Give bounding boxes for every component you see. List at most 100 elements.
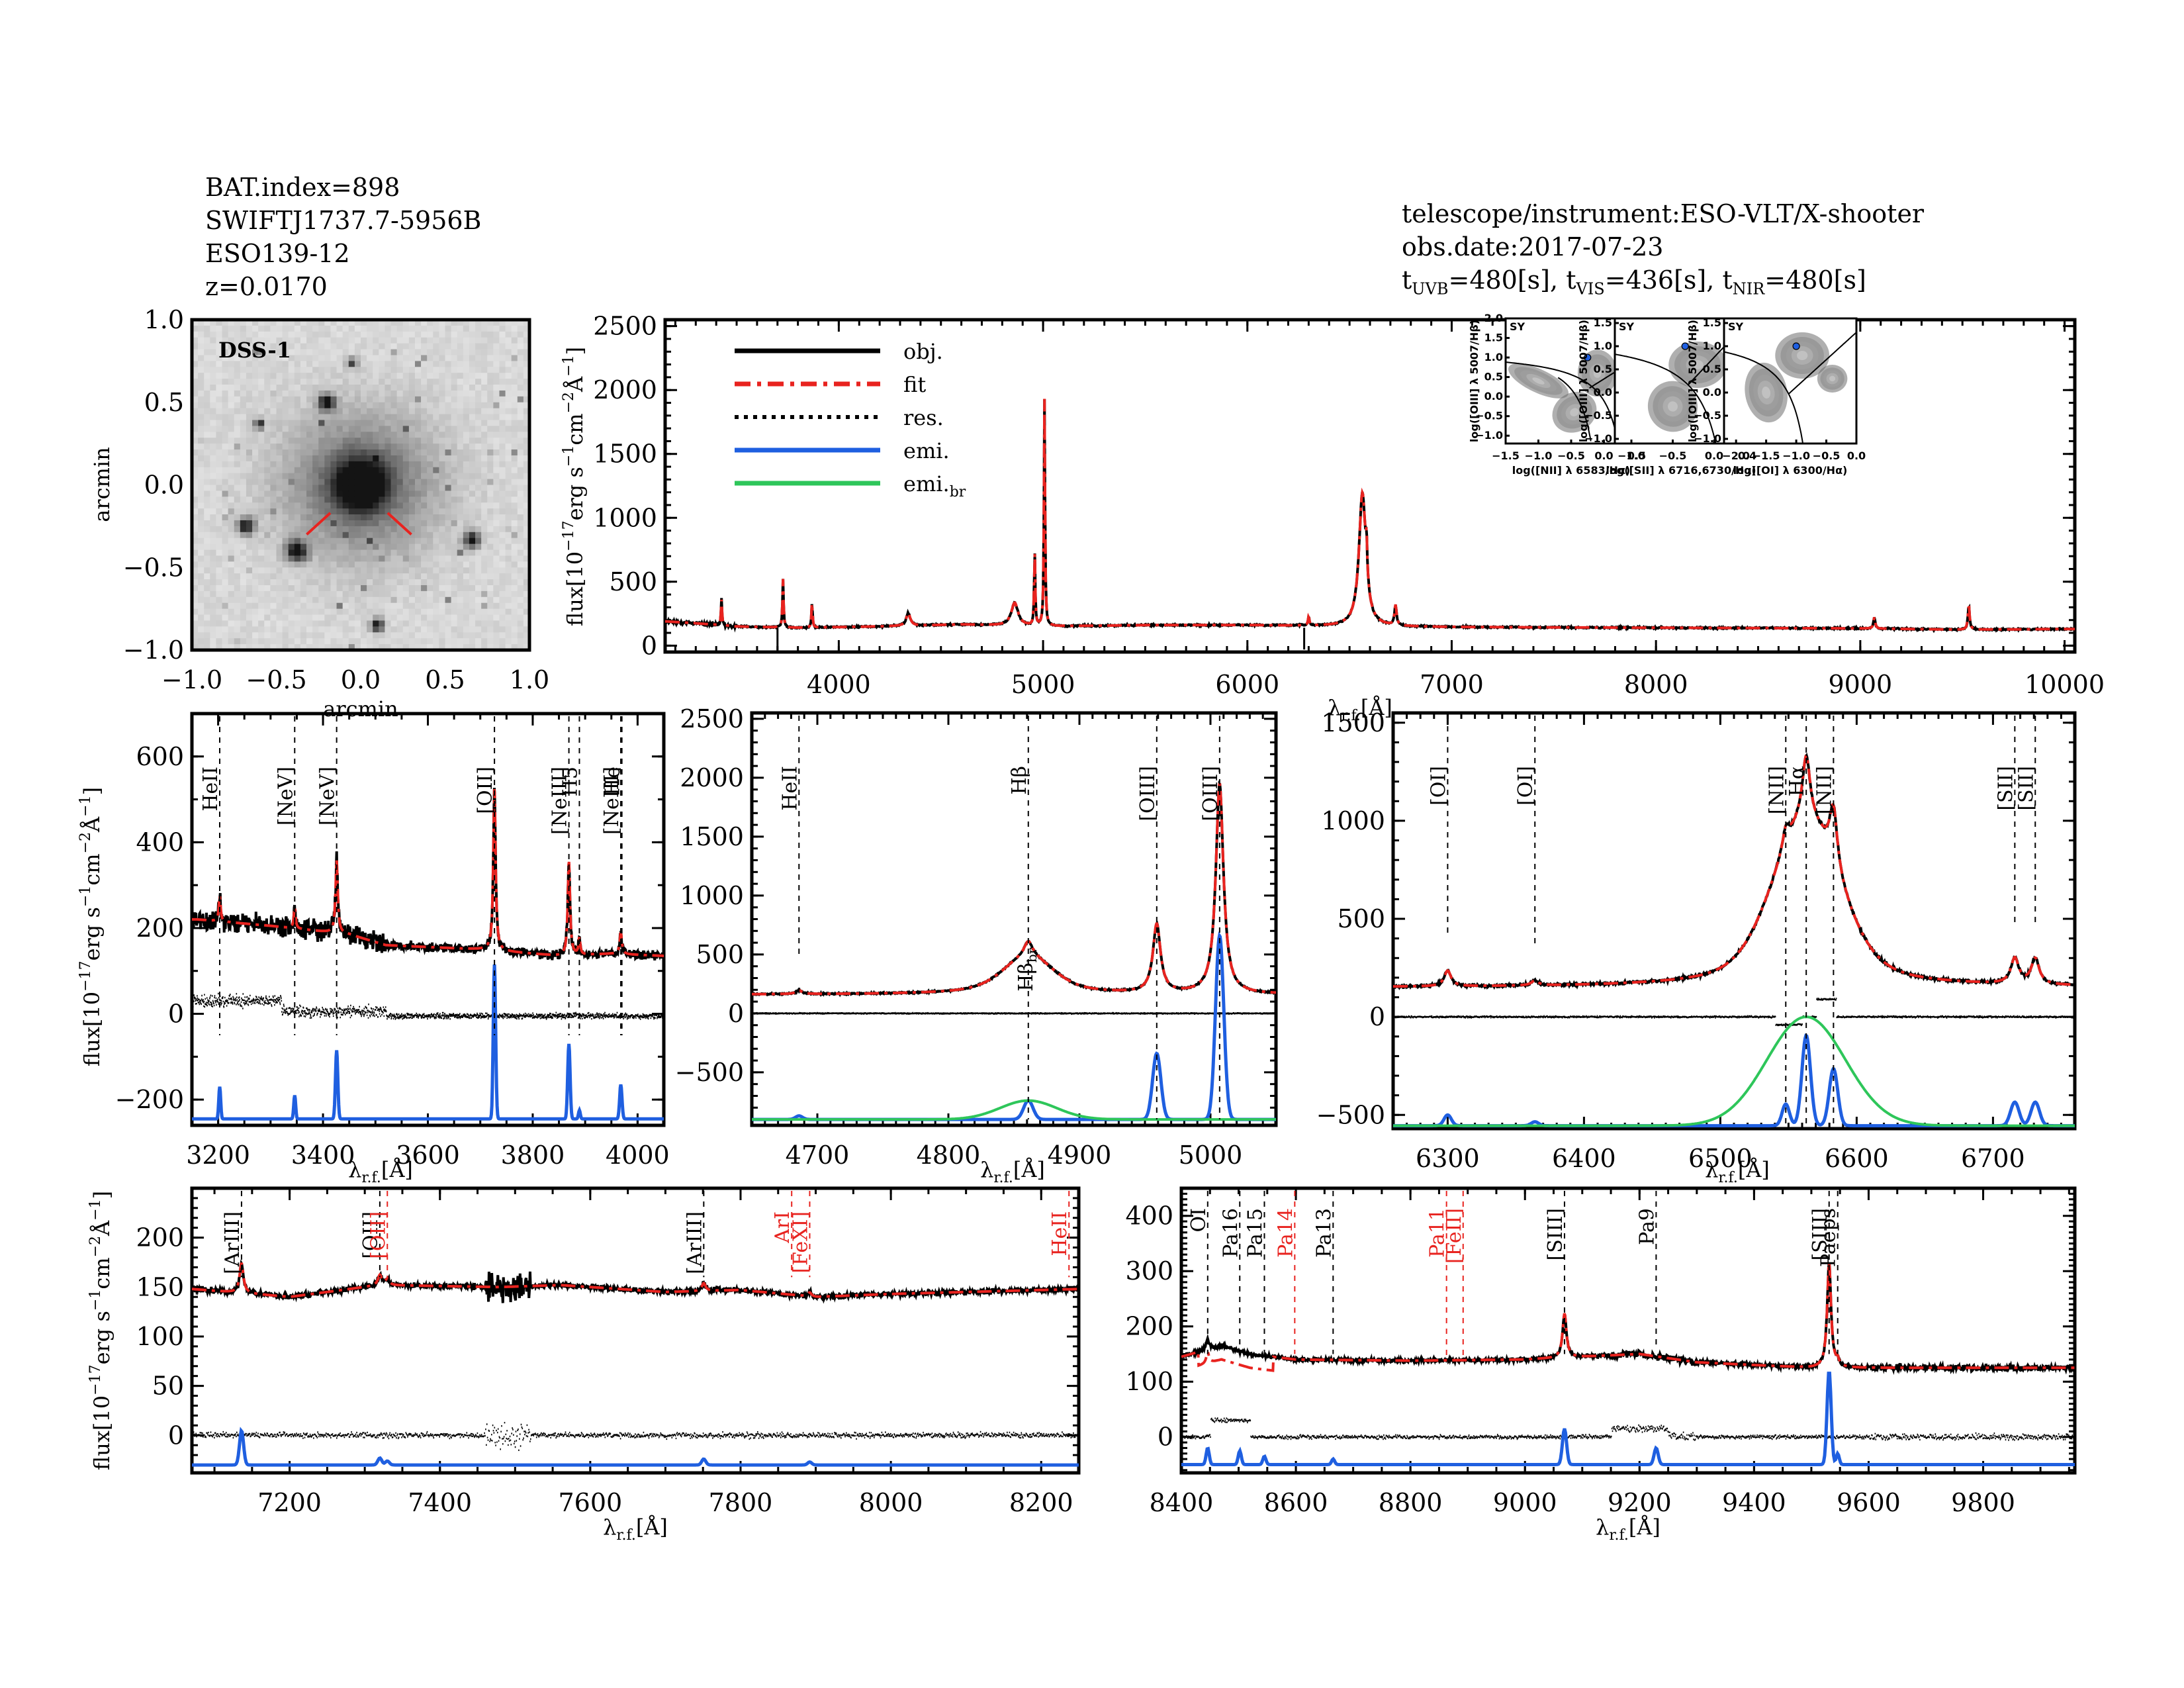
dss-pixel bbox=[264, 361, 271, 367]
dss-pixel bbox=[354, 491, 361, 497]
dss-pixel bbox=[421, 402, 428, 409]
dss-pixel bbox=[276, 614, 283, 622]
exposure-uvb: tUVB=480[s] bbox=[1402, 265, 1551, 299]
dss-pixel bbox=[354, 444, 361, 450]
dss-pixel bbox=[324, 526, 332, 533]
dss-pixel bbox=[408, 508, 416, 515]
dss-pixel bbox=[361, 444, 367, 450]
dss-pixel bbox=[336, 638, 343, 645]
dss-pixel bbox=[469, 543, 476, 551]
dss-pixel bbox=[511, 590, 518, 598]
dss-pixel bbox=[204, 373, 210, 379]
dss-pixel bbox=[475, 632, 482, 639]
dss-pixel bbox=[276, 573, 283, 580]
dss-pixel bbox=[487, 438, 494, 444]
line-marker-label: [NeIII] bbox=[600, 767, 623, 835]
dss-pixel bbox=[198, 390, 205, 397]
dss-pixel bbox=[523, 632, 529, 639]
dss-pixel bbox=[318, 343, 325, 350]
dss-pixel bbox=[240, 390, 247, 397]
dss-pixel bbox=[505, 325, 512, 332]
dss-pixel bbox=[385, 638, 392, 645]
dss-pixel bbox=[204, 479, 210, 486]
dss-pixel bbox=[336, 467, 343, 474]
dss-pixel bbox=[294, 579, 301, 586]
dss-pixel bbox=[379, 390, 386, 397]
dss-pixel bbox=[306, 538, 313, 545]
dss-pixel bbox=[282, 561, 289, 568]
dss-pixel bbox=[324, 408, 332, 415]
dss-pixel bbox=[439, 590, 446, 598]
dss-pixel bbox=[270, 467, 277, 474]
dss-pixel bbox=[288, 491, 295, 497]
dss-pixel bbox=[493, 543, 500, 551]
dss-pixel bbox=[354, 408, 361, 415]
dss-pixel bbox=[421, 449, 428, 456]
dss-pixel bbox=[252, 608, 259, 616]
dss-pixel bbox=[487, 331, 494, 338]
dss-pixel bbox=[312, 555, 319, 562]
dss-pixel bbox=[288, 337, 295, 344]
dss-pixel bbox=[252, 549, 259, 557]
x-axis-label: λr.f.[Å] bbox=[1596, 1515, 1661, 1544]
dss-pixel bbox=[402, 596, 410, 604]
dss-pixel bbox=[505, 467, 512, 474]
exposure-vis: tVIS=436[s] bbox=[1566, 265, 1707, 299]
dss-pixel bbox=[469, 432, 476, 438]
dss-pixel bbox=[487, 485, 494, 492]
dss-pixel bbox=[210, 449, 217, 456]
dss-pixel bbox=[282, 385, 289, 391]
dss-pixel bbox=[258, 514, 265, 521]
dss-pixel bbox=[511, 532, 518, 539]
dss-pixel bbox=[312, 614, 319, 622]
dss-pixel bbox=[288, 602, 295, 610]
dss-pixel bbox=[439, 320, 446, 326]
dss-pixel bbox=[499, 325, 506, 332]
dss-pixel bbox=[294, 590, 301, 598]
dss-pixel bbox=[234, 426, 241, 432]
dss-pixel bbox=[390, 590, 398, 598]
dss-pixel bbox=[258, 573, 265, 580]
dss-pixel bbox=[330, 343, 338, 350]
dss-pixel bbox=[336, 626, 343, 633]
dss-pixel bbox=[252, 508, 259, 515]
dss-pixel bbox=[414, 579, 422, 586]
dss-pixel bbox=[306, 532, 313, 539]
dss-pixel bbox=[469, 467, 476, 474]
dss-pixel bbox=[457, 373, 464, 379]
dss-pixel bbox=[312, 320, 319, 326]
dss-pixel bbox=[270, 438, 277, 444]
dss-pixel bbox=[475, 367, 482, 373]
y-tick-label: 200 bbox=[1125, 1312, 1173, 1341]
dss-pixel bbox=[487, 467, 494, 474]
bpt-frame bbox=[1723, 317, 1858, 445]
dss-pixel bbox=[276, 461, 283, 468]
dss-pixel bbox=[499, 532, 506, 539]
dss-pixel bbox=[445, 532, 452, 539]
dss-pixel bbox=[511, 632, 518, 639]
dss-pixel bbox=[234, 349, 241, 356]
dss-pixel bbox=[276, 567, 283, 574]
dss-pixel bbox=[222, 426, 229, 432]
line-marker-label: H5 bbox=[559, 767, 582, 796]
dss-pixel bbox=[445, 467, 452, 474]
dss-pixel bbox=[264, 626, 271, 633]
dss-pixel bbox=[457, 379, 464, 385]
dss-pixel bbox=[361, 491, 367, 497]
dss-pixel bbox=[445, 320, 452, 326]
dss-pixel bbox=[216, 325, 223, 332]
dss-pixel bbox=[270, 496, 277, 503]
dss-pixel bbox=[228, 532, 235, 539]
dss-pixel bbox=[402, 361, 410, 367]
dss-pixel bbox=[439, 426, 446, 432]
object-point bbox=[1681, 342, 1689, 350]
dss-pixel bbox=[306, 379, 313, 385]
dss-pixel bbox=[330, 385, 338, 391]
dss-pixel bbox=[318, 426, 325, 432]
dss-pixel bbox=[463, 614, 470, 622]
dss-pixel bbox=[198, 426, 205, 432]
dss-pixel bbox=[493, 608, 500, 616]
dss-pixel bbox=[282, 455, 289, 462]
dss-pixel bbox=[499, 349, 506, 356]
dss-pixel bbox=[511, 614, 518, 622]
